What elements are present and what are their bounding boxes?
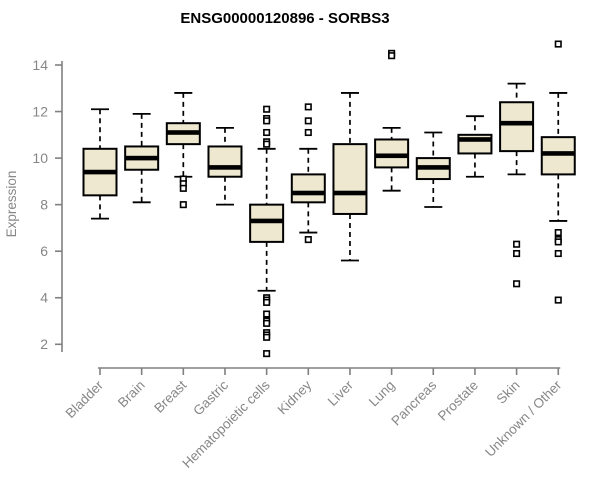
y-tick-label: 4 xyxy=(40,290,48,306)
outlier-point xyxy=(304,103,312,111)
median-line xyxy=(208,165,242,170)
box-unknown-other xyxy=(540,136,576,176)
y-tick-label: 8 xyxy=(40,197,48,213)
box-liver xyxy=(332,143,368,215)
median-line xyxy=(83,169,117,175)
median-line xyxy=(291,190,325,196)
x-tick-label: Unknown / Other xyxy=(482,377,565,460)
median-line xyxy=(541,151,575,156)
median-line xyxy=(500,120,534,126)
x-tick-label: Bladder xyxy=(63,377,107,421)
outlier-point xyxy=(304,236,312,244)
outlier-point xyxy=(554,238,562,246)
outlier-point xyxy=(263,319,271,327)
outlier-point xyxy=(304,117,312,125)
outlier-point xyxy=(304,128,312,137)
outlier-point xyxy=(263,140,271,148)
outlier-point xyxy=(554,229,562,237)
x-tick-label: Skin xyxy=(494,378,523,407)
box-gastric xyxy=(207,145,243,178)
x-tick-label: Kidney xyxy=(275,377,315,417)
chart-title: ENSG00000120896 - SORBS3 xyxy=(180,10,390,27)
median-line xyxy=(333,190,367,196)
median-line xyxy=(458,137,492,142)
median-line xyxy=(125,155,159,161)
x-tick-label: Liver xyxy=(325,377,357,409)
median-line xyxy=(416,165,450,170)
outlier-point xyxy=(263,128,271,137)
y-tick-label: 12 xyxy=(32,103,48,119)
outlier-point xyxy=(179,201,187,209)
box-lung xyxy=(374,138,410,169)
median-line xyxy=(166,130,200,135)
box-kidney xyxy=(290,173,326,204)
median-line xyxy=(375,153,409,159)
outlier-point xyxy=(179,184,187,192)
x-tick-label: Pancreas xyxy=(388,377,439,428)
x-tick-label: Gastric xyxy=(190,377,231,418)
outlier-point xyxy=(554,249,562,258)
outlier-point xyxy=(263,333,271,341)
outlier-point xyxy=(263,105,271,113)
outlier-point xyxy=(554,296,562,304)
x-tick-label: Prostate xyxy=(435,378,481,424)
x-tick-label: Brain xyxy=(115,378,148,411)
median-line xyxy=(250,218,284,224)
x-tick-label: Breast xyxy=(151,377,189,415)
outlier-point xyxy=(513,249,521,258)
y-tick-label: 6 xyxy=(40,243,48,259)
y-axis-title: Expression xyxy=(4,171,19,238)
y-tick-label: 14 xyxy=(32,57,48,73)
outlier-point xyxy=(513,280,521,288)
outlier-point xyxy=(388,52,396,60)
outlier-point xyxy=(554,40,562,48)
x-tick-label: Lung xyxy=(366,378,398,410)
outlier-point xyxy=(263,310,271,318)
box-hematopoietic-cells xyxy=(249,203,285,243)
y-tick-label: 2 xyxy=(40,336,48,352)
y-tick-label: 10 xyxy=(32,150,48,166)
outlier-point xyxy=(263,298,271,306)
outlier-point xyxy=(513,240,521,248)
box-skin xyxy=(499,101,535,153)
outlier-point xyxy=(263,350,271,358)
outlier-point xyxy=(263,117,271,125)
